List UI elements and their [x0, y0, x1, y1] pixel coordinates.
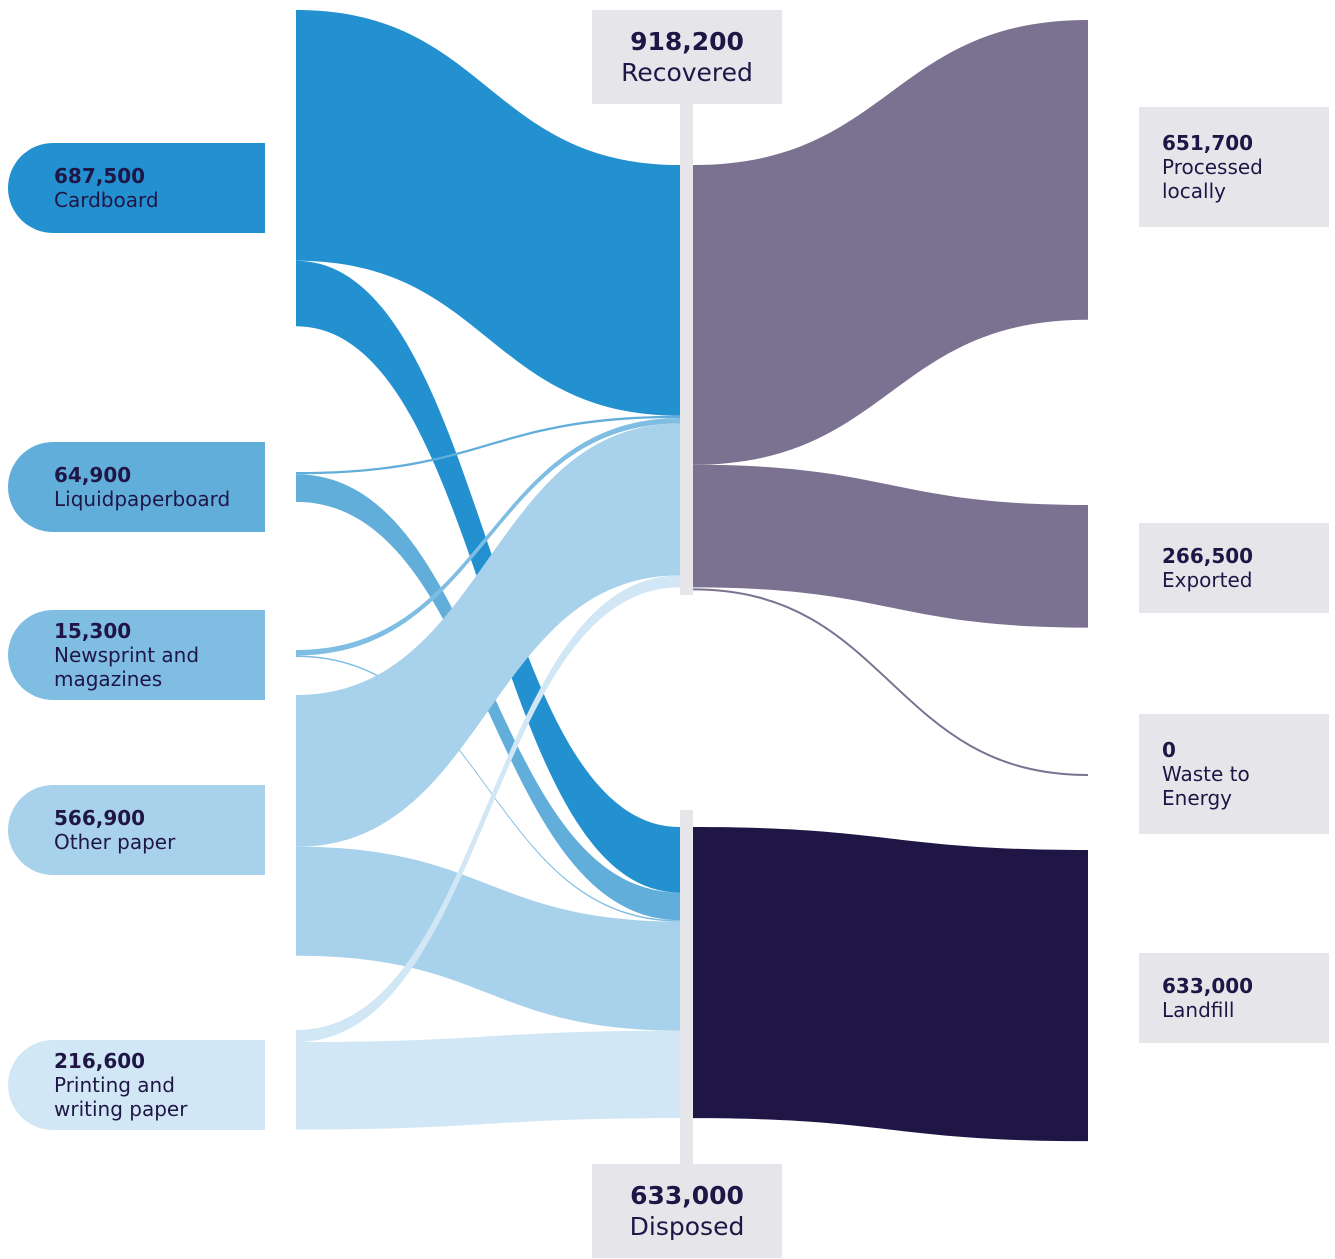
- flow: [296, 1030, 680, 1130]
- flow: [296, 415, 680, 475]
- flow: [693, 827, 1088, 1142]
- destination-label: 651,700 Processed locally: [1139, 107, 1329, 227]
- flow: [692, 588, 1089, 776]
- stage-bar: [680, 810, 693, 1164]
- destination-name: Exported: [1162, 568, 1253, 592]
- flow: [296, 846, 680, 1031]
- source-value: 687,500: [54, 164, 146, 188]
- source-value: 216,600: [54, 1049, 146, 1073]
- flow: [693, 464, 1088, 628]
- flow: [296, 423, 680, 847]
- destination-value: 651,700: [1162, 131, 1254, 155]
- flow: [296, 575, 680, 1043]
- source-label: 687,500 Cardboard: [8, 143, 265, 233]
- source-value: 566,900: [54, 806, 146, 830]
- source-label: 566,900 Other paper: [8, 785, 265, 875]
- destination-label: 633,000 Landfill: [1139, 953, 1329, 1043]
- source-name: Liquidpaperboard: [54, 487, 231, 511]
- destination-name: Landfill: [1162, 998, 1235, 1022]
- source-label: 216,600 Printing and writing paper: [8, 1040, 265, 1130]
- flow: [296, 655, 680, 922]
- source-name: Other paper: [54, 830, 176, 854]
- destination-label: 266,500 Exported: [1139, 523, 1329, 613]
- stage-label: 633,000 Disposed: [592, 1164, 782, 1258]
- destination-value: 0: [1162, 738, 1176, 762]
- source-name: Cardboard: [54, 188, 159, 212]
- destination-name: Waste to Energy: [1162, 762, 1250, 810]
- flow: [296, 10, 680, 416]
- source-value: 64,900: [54, 463, 132, 487]
- destination-value: 266,500: [1162, 544, 1254, 568]
- stage-label: 918,200 Recovered: [592, 10, 782, 104]
- source-name: Newsprint and magazines: [54, 643, 200, 691]
- flow: [296, 418, 680, 656]
- destination-label: 0 Waste to Energy: [1139, 714, 1329, 834]
- stage-value: 633,000: [630, 1181, 744, 1210]
- source-label: 64,900 Liquidpaperboard: [8, 442, 265, 532]
- stage-name: Recovered: [621, 58, 753, 87]
- stage-value: 918,200: [630, 27, 744, 56]
- destination-value: 633,000: [1162, 974, 1254, 998]
- source-label: 15,300 Newsprint and magazines: [8, 610, 265, 700]
- flow: [693, 20, 1088, 465]
- stage-bar: [680, 104, 693, 595]
- destination-name: Processed locally: [1162, 155, 1263, 203]
- source-name: Printing and writing paper: [54, 1073, 188, 1121]
- stage-name: Disposed: [629, 1212, 745, 1241]
- source-value: 15,300: [54, 619, 132, 643]
